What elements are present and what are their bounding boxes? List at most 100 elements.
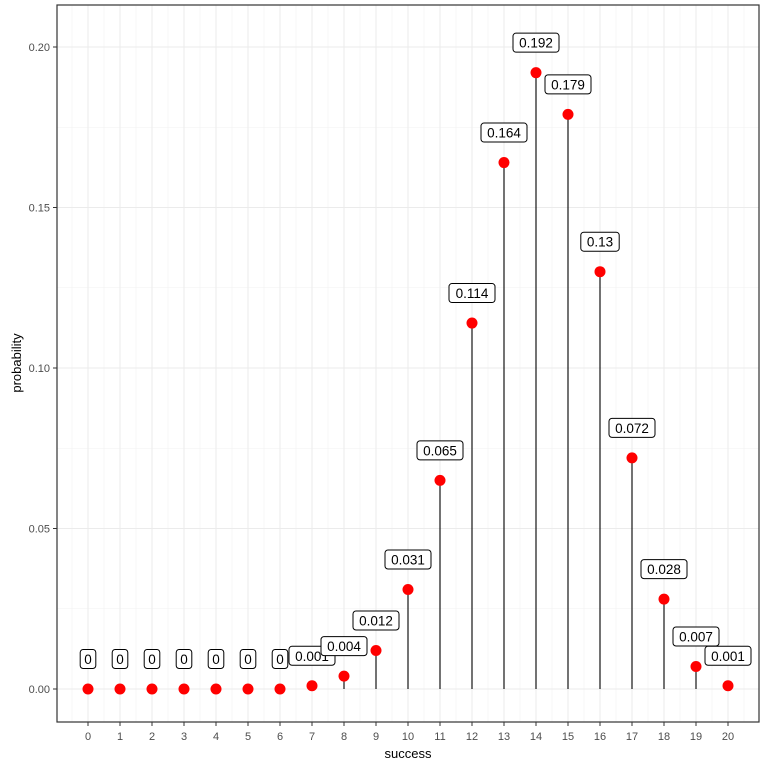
y-tick-label: 0.10 — [29, 363, 50, 375]
data-label-text: 0 — [244, 652, 252, 667]
data-label: 0.114 — [448, 283, 496, 304]
x-tick-label: 3 — [181, 731, 187, 743]
x-tick-label: 11 — [434, 731, 445, 743]
data-label-box — [416, 440, 464, 461]
data-label: 0.164 — [480, 122, 528, 143]
data-label-box — [239, 649, 257, 669]
x-tick-label: 14 — [530, 731, 542, 743]
data-label-text: 0.007 — [679, 630, 713, 645]
data-label-box — [544, 74, 592, 95]
data-point — [274, 683, 286, 695]
data-label-text: 0.012 — [359, 613, 393, 628]
data-label: 0.007 — [672, 626, 720, 647]
data-label-text: 0 — [84, 652, 92, 667]
data-label-text: 0.164 — [487, 126, 521, 141]
data-label-box — [640, 559, 688, 580]
y-axis: 0.00 0.05 0.10 0.15 0.20 — [29, 42, 57, 696]
data-point — [306, 680, 318, 692]
data-point — [338, 670, 350, 682]
x-tick-label: 1 — [117, 731, 123, 743]
data-labels: 0 0 0 0 0 0 0 0.001 0.004 0.012 0.031 0.065 0.114 0.1… — [79, 32, 752, 669]
data-label-box — [111, 649, 129, 669]
x-axis: 0 1 2 3 4 5 6 7 8 9 10 11 12 13 14 15 16 17 18 19 20 — [85, 722, 734, 743]
data-point — [242, 683, 254, 695]
data-label-box — [320, 636, 368, 657]
data-label: 0 — [175, 649, 193, 669]
data-label-text: 0.065 — [423, 443, 457, 458]
data-label-box — [352, 610, 400, 631]
data-label-text: 0.114 — [456, 286, 489, 301]
data-label: 0.001 — [704, 645, 752, 666]
x-tick-label: 12 — [466, 731, 478, 743]
data-label-box — [143, 649, 161, 669]
data-label: 0 — [111, 649, 129, 669]
x-tick-label: 13 — [498, 731, 510, 743]
data-label-text: 0.072 — [615, 421, 649, 436]
data-label-text: 0.192 — [519, 36, 553, 51]
data-label-box — [207, 649, 225, 669]
data-label-text: 0 — [180, 652, 188, 667]
data-point — [658, 593, 670, 605]
y-axis-title: probability — [9, 333, 24, 393]
data-label: 0.13 — [580, 231, 620, 252]
data-label: 0 — [239, 649, 257, 669]
y-tick-label: 0.05 — [29, 524, 50, 536]
x-tick-label: 16 — [594, 731, 606, 743]
data-point — [562, 108, 574, 120]
data-point — [210, 683, 222, 695]
x-tick-label: 8 — [341, 731, 347, 743]
data-label-text: 0.031 — [391, 552, 425, 567]
data-label: 0.065 — [416, 440, 464, 461]
data-point — [82, 683, 94, 695]
x-tick-label: 5 — [245, 731, 251, 743]
data-label-text: 0.179 — [551, 77, 585, 92]
data-point — [114, 683, 126, 695]
data-label-text: 0.028 — [647, 562, 681, 577]
data-label-text: 0.004 — [327, 639, 361, 654]
points — [82, 67, 734, 695]
x-tick-label: 20 — [722, 731, 734, 743]
data-point — [722, 680, 734, 692]
data-label: 0.012 — [352, 610, 400, 631]
data-label-text: 0.001 — [711, 649, 745, 664]
data-label-box — [704, 645, 752, 666]
x-tick-label: 7 — [309, 731, 315, 743]
data-point — [466, 317, 478, 329]
data-label-box — [480, 122, 528, 143]
x-axis-title: success — [385, 746, 432, 761]
data-label: 0 — [143, 649, 161, 669]
data-label: 0 — [207, 649, 225, 669]
data-point — [402, 583, 414, 595]
data-label-box — [271, 649, 289, 669]
data-point — [178, 683, 190, 695]
data-label-box — [580, 231, 620, 252]
data-point — [594, 266, 606, 278]
data-label-text: 0.13 — [587, 235, 613, 250]
data-point — [498, 157, 510, 169]
data-label: 0.031 — [384, 549, 432, 570]
data-label: 0.028 — [640, 559, 688, 580]
data-label-text: 0 — [148, 652, 156, 667]
x-tick-label: 0 — [85, 731, 91, 743]
data-point — [690, 661, 702, 673]
x-tick-label: 2 — [149, 731, 155, 743]
data-label: 0.192 — [512, 32, 560, 53]
x-tick-label: 6 — [277, 731, 283, 743]
data-label-box — [672, 626, 720, 647]
data-point — [530, 67, 542, 79]
data-label-box — [608, 417, 656, 438]
data-label-box — [79, 649, 97, 669]
data-label-text: 0 — [116, 652, 124, 667]
data-label: 0.004 — [320, 636, 368, 657]
data-label-box — [384, 549, 432, 570]
data-label-text: 0 — [276, 652, 284, 667]
data-label-box — [448, 283, 496, 304]
y-tick-label: 0.00 — [29, 684, 50, 696]
data-point — [370, 644, 382, 656]
x-tick-label: 17 — [626, 731, 638, 743]
x-tick-label: 10 — [402, 731, 414, 743]
x-tick-label: 15 — [562, 731, 574, 743]
data-point — [146, 683, 158, 695]
data-label-box — [175, 649, 193, 669]
